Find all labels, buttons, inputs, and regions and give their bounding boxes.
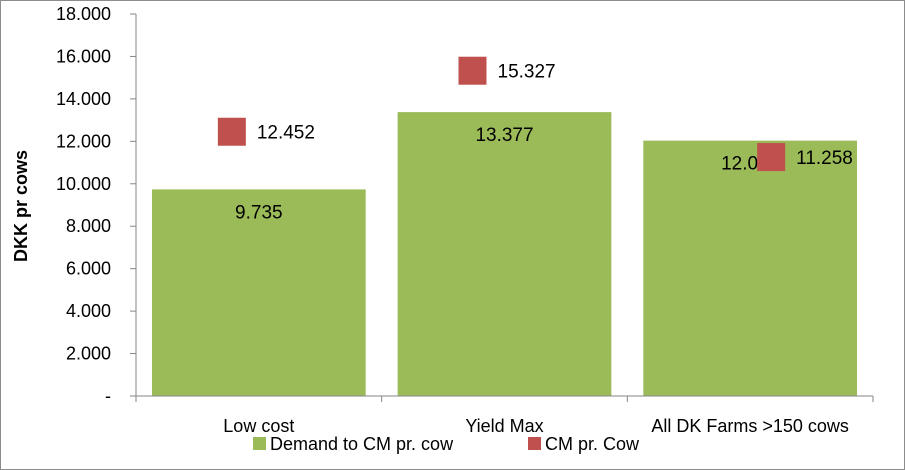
- y-tick-label: -: [105, 386, 111, 406]
- legend-label: CM pr. Cow: [545, 434, 640, 454]
- marker-data-label: 15.327: [498, 62, 556, 83]
- marker-point: [458, 56, 487, 85]
- marker-data-label: 12.452: [257, 123, 315, 144]
- legend: Demand to CM pr. cow CM pr. Cow: [253, 434, 640, 454]
- category-label: All DK Farms >150 cows: [651, 416, 849, 436]
- y-tick-label: 4.000: [66, 301, 111, 321]
- y-tick-label: 6.000: [66, 259, 111, 279]
- bar-data-label: 13.377: [475, 125, 533, 146]
- legend-swatch: [528, 437, 541, 450]
- legend-swatch: [253, 437, 266, 450]
- y-tick-label: 2.000: [66, 344, 111, 364]
- category-label: Low cost: [223, 416, 294, 436]
- y-tick-label: 12.000: [56, 131, 111, 151]
- bar: [151, 189, 366, 396]
- marker-point: [217, 117, 246, 146]
- y-tick-label: 16.000: [56, 46, 111, 66]
- bar-data-label: 9.735: [235, 202, 283, 223]
- y-axis-title: DKK pr cows: [11, 150, 31, 262]
- marker-point: [757, 143, 786, 172]
- category-label: Yield Max: [465, 416, 543, 436]
- category-labels: Low cost Yield Max All DK Farms >150 cows: [223, 416, 849, 436]
- axes: [135, 14, 874, 402]
- bar: [643, 140, 858, 396]
- marker-series: 12.452 15.327 11.258: [217, 56, 853, 172]
- y-tick-label: 8.000: [66, 216, 111, 236]
- y-tick-label: 10.000: [56, 174, 111, 194]
- marker-data-label: 11.258: [796, 148, 853, 169]
- legend-label: Demand to CM pr. cow: [270, 434, 454, 454]
- bar: [397, 112, 612, 396]
- y-tick-label: 18.000: [56, 4, 111, 24]
- y-axis-ticks: - 2.000 4.000 6.000 8.000 10.000 12.000 14.000 1…: [56, 4, 136, 406]
- y-tick-label: 14.000: [56, 89, 111, 109]
